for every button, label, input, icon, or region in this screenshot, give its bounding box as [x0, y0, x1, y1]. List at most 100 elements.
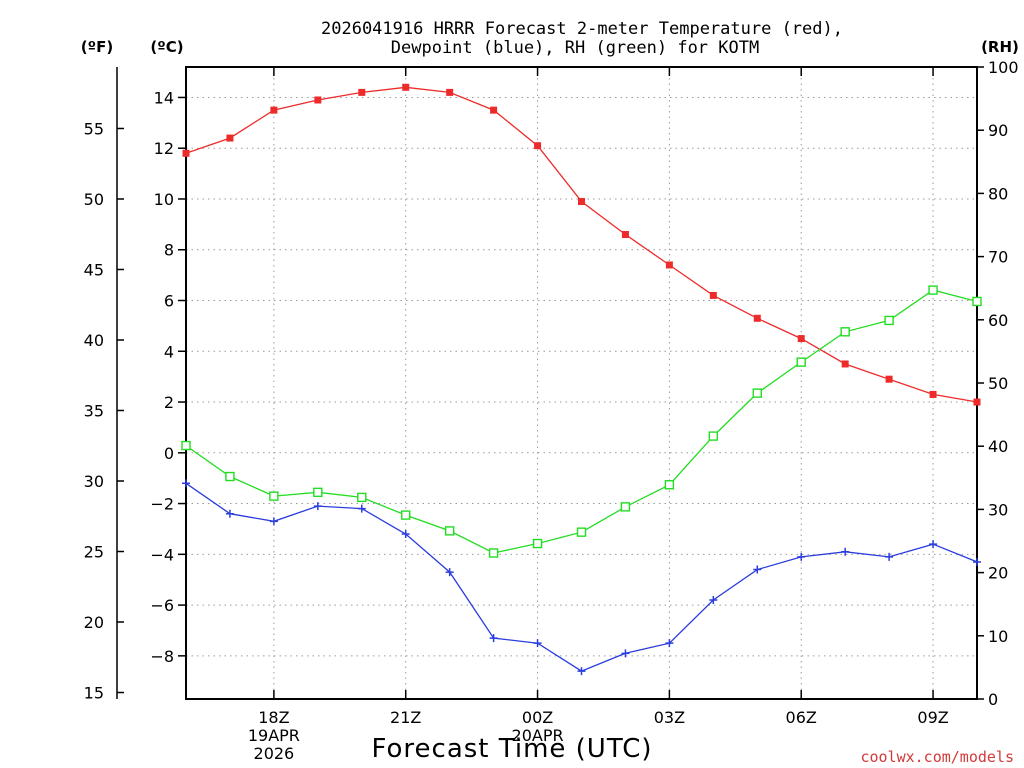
fahrenheit-tick-label: 50: [84, 190, 104, 209]
celsius-tick-label: 10: [154, 190, 174, 209]
dewpoint-point: [929, 540, 938, 549]
rh-tick-label: 100: [988, 58, 1019, 77]
series-line-rh: [185, 289, 978, 554]
dewpoint-point: [445, 568, 454, 577]
rh-tick-label: 60: [988, 311, 1008, 330]
rh-point: [796, 357, 806, 367]
x-tick-label: 03Z: [654, 708, 685, 727]
temperature-point: [973, 398, 981, 406]
celsius-tick-label: 6: [164, 292, 174, 311]
chart-title-line2: Dewpoint (blue), RH (green) for KOTM: [391, 38, 759, 58]
fahrenheit-tick-label: 45: [84, 260, 104, 279]
celsius-tick-label: −2: [150, 495, 174, 514]
dewpoint-point: [225, 509, 234, 518]
celsius-tick-label: −6: [150, 596, 174, 615]
credit-text: coolwx.com/models: [860, 748, 1014, 766]
fahrenheit-tick-label: 25: [84, 543, 104, 562]
series-line-dewpoint: [185, 482, 978, 672]
celsius-tick-label: 2: [164, 393, 174, 412]
rh-unit-label: (RH): [981, 38, 1019, 56]
dewpoint-point: [269, 517, 278, 526]
x-tick-label: 20APR: [512, 726, 564, 745]
fahrenheit-tick-label: 20: [84, 613, 104, 632]
fahrenheit-tick-label: 15: [84, 684, 104, 703]
celsius-tick-label: 0: [164, 444, 174, 463]
rh-point: [269, 491, 279, 501]
x-tick-label: 18Z: [258, 708, 289, 727]
rh-tick-label: 70: [988, 248, 1008, 267]
series-line-2-meter-temperature: [185, 86, 978, 403]
rh-tick-label: 90: [988, 121, 1008, 140]
fahrenheit-tick-label: 40: [84, 331, 104, 350]
rh-point: [708, 431, 719, 441]
temperature-point: [446, 88, 454, 96]
dewpoint-point: [797, 552, 806, 561]
rh-point: [313, 487, 323, 498]
temperature-point: [578, 198, 585, 206]
data-series: [181, 83, 982, 676]
rh-point: [752, 388, 762, 398]
rh-tick-label: 10: [988, 627, 1008, 646]
celsius-tick-label: −8: [150, 647, 174, 666]
celsius-unit-label: (ºC): [150, 38, 183, 56]
fahrenheit-tick-label: 55: [84, 119, 104, 138]
dewpoint-point: [313, 502, 322, 511]
grid-lines: [186, 67, 977, 699]
rh-point: [488, 548, 499, 558]
temperature-point: [709, 291, 717, 299]
rh-point: [840, 327, 850, 337]
rh-tick-label: 40: [988, 437, 1008, 456]
temperature-point: [797, 335, 805, 343]
dewpoint-point: [489, 634, 498, 643]
celsius-tick-label: 12: [154, 139, 174, 158]
celsius-tick-label: 14: [154, 88, 174, 107]
dewpoint-point: [401, 530, 410, 539]
rh-point: [884, 315, 894, 326]
rh-point: [576, 527, 587, 537]
rh-point: [357, 492, 367, 503]
temperature-point: [490, 106, 498, 114]
celsius-tick-label: 8: [164, 241, 174, 260]
rh-tick-label: 20: [988, 564, 1008, 583]
fahrenheit-tick-label: 35: [84, 401, 104, 420]
dewpoint-point: [357, 504, 366, 513]
temperature-point: [534, 142, 542, 150]
rh-point: [444, 526, 455, 536]
temperature-point: [885, 375, 893, 383]
plot-frame: [185, 66, 978, 700]
rh-point: [225, 471, 235, 482]
rh-point: [972, 296, 982, 307]
rh-point: [181, 440, 191, 451]
temperature-point: [929, 390, 937, 398]
dewpoint-point: [182, 479, 190, 488]
x-tick-label: 09Z: [917, 708, 948, 727]
x-tick-label: 2026: [254, 744, 295, 763]
fahrenheit-unit-label: (ºF): [81, 38, 113, 56]
x-tick-label: 06Z: [786, 708, 817, 727]
x-tick-label: 19APR: [248, 726, 300, 745]
temperature-point: [621, 231, 629, 239]
rh-point: [664, 480, 675, 490]
temperature-point: [665, 261, 673, 269]
rh-point: [401, 510, 411, 520]
x-tick-label: 00Z: [522, 708, 553, 727]
rh-tick-label: 0: [988, 690, 998, 709]
celsius-tick-label: 4: [164, 342, 174, 361]
temperature-point: [358, 88, 366, 96]
x-tick-label: 21Z: [390, 708, 421, 727]
dewpoint-point: [533, 639, 542, 648]
dewpoint-point: [841, 547, 850, 556]
dewpoint-point: [753, 565, 762, 574]
axes: −8 −6 −4 −2 0 2 4 6 8 10 12 14 15 20 25 30 35 40 45 50 55 0 10…: [84, 58, 1019, 763]
dewpoint-point: [885, 552, 894, 561]
chart-title-line1: 2026041916 HRRR Forecast 2-meter Tempera…: [321, 19, 843, 39]
x-axis-label: Forecast Time (UTC): [371, 734, 652, 764]
temperature-point: [182, 149, 190, 157]
temperature-point: [402, 83, 410, 91]
dewpoint-point: [577, 667, 586, 676]
dewpoint-point: [665, 639, 674, 648]
rh-tick-label: 30: [988, 500, 1008, 519]
temperature-point: [753, 314, 761, 322]
rh-tick-label: 50: [988, 374, 1008, 393]
